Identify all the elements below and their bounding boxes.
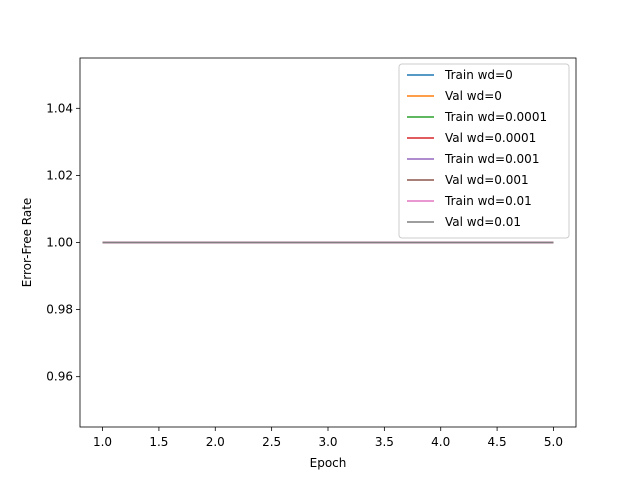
legend-label: Val wd=0.0001	[445, 131, 536, 145]
legend-label: Val wd=0	[445, 89, 502, 103]
y-tick-label: 1.04	[46, 101, 73, 115]
x-tick-label: 4.0	[431, 435, 450, 449]
x-tick-label: 2.5	[262, 435, 281, 449]
legend-label: Train wd=0.01	[444, 194, 532, 208]
y-tick-label: 1.02	[46, 168, 73, 182]
x-tick-label: 3.5	[375, 435, 394, 449]
legend-label: Train wd=0.001	[444, 152, 539, 166]
x-tick-label: 1.0	[93, 435, 112, 449]
y-ticks: 0.96 0.98 1.00 1.02 1.04	[46, 101, 80, 384]
legend-label: Val wd=0.01	[445, 215, 521, 229]
x-tick-label: 2.0	[206, 435, 225, 449]
y-tick-label: 1.00	[46, 236, 73, 250]
x-axis-label: Epoch	[310, 456, 347, 470]
legend: Train wd=0 Val wd=0 Train wd=0.0001 Val wd=…	[398, 63, 570, 239]
legend-label: Train wd=0	[444, 68, 513, 82]
legend-label: Val wd=0.001	[445, 173, 529, 187]
x-tick-label: 3.0	[318, 435, 337, 449]
x-tick-label: 4.5	[488, 435, 507, 449]
y-tick-label: 0.98	[46, 303, 73, 317]
legend-box	[398, 63, 570, 239]
legend-label: Train wd=0.0001	[444, 110, 547, 124]
y-tick-label: 0.96	[46, 370, 73, 384]
x-tick-label: 1.5	[149, 435, 168, 449]
y-axis-label: Error-Free Rate	[20, 198, 34, 288]
x-ticks: 1.0 1.5 2.0 2.5 3.0 3.5 4.0 4.5 5.0	[93, 427, 563, 449]
x-tick-label: 5.0	[544, 435, 563, 449]
